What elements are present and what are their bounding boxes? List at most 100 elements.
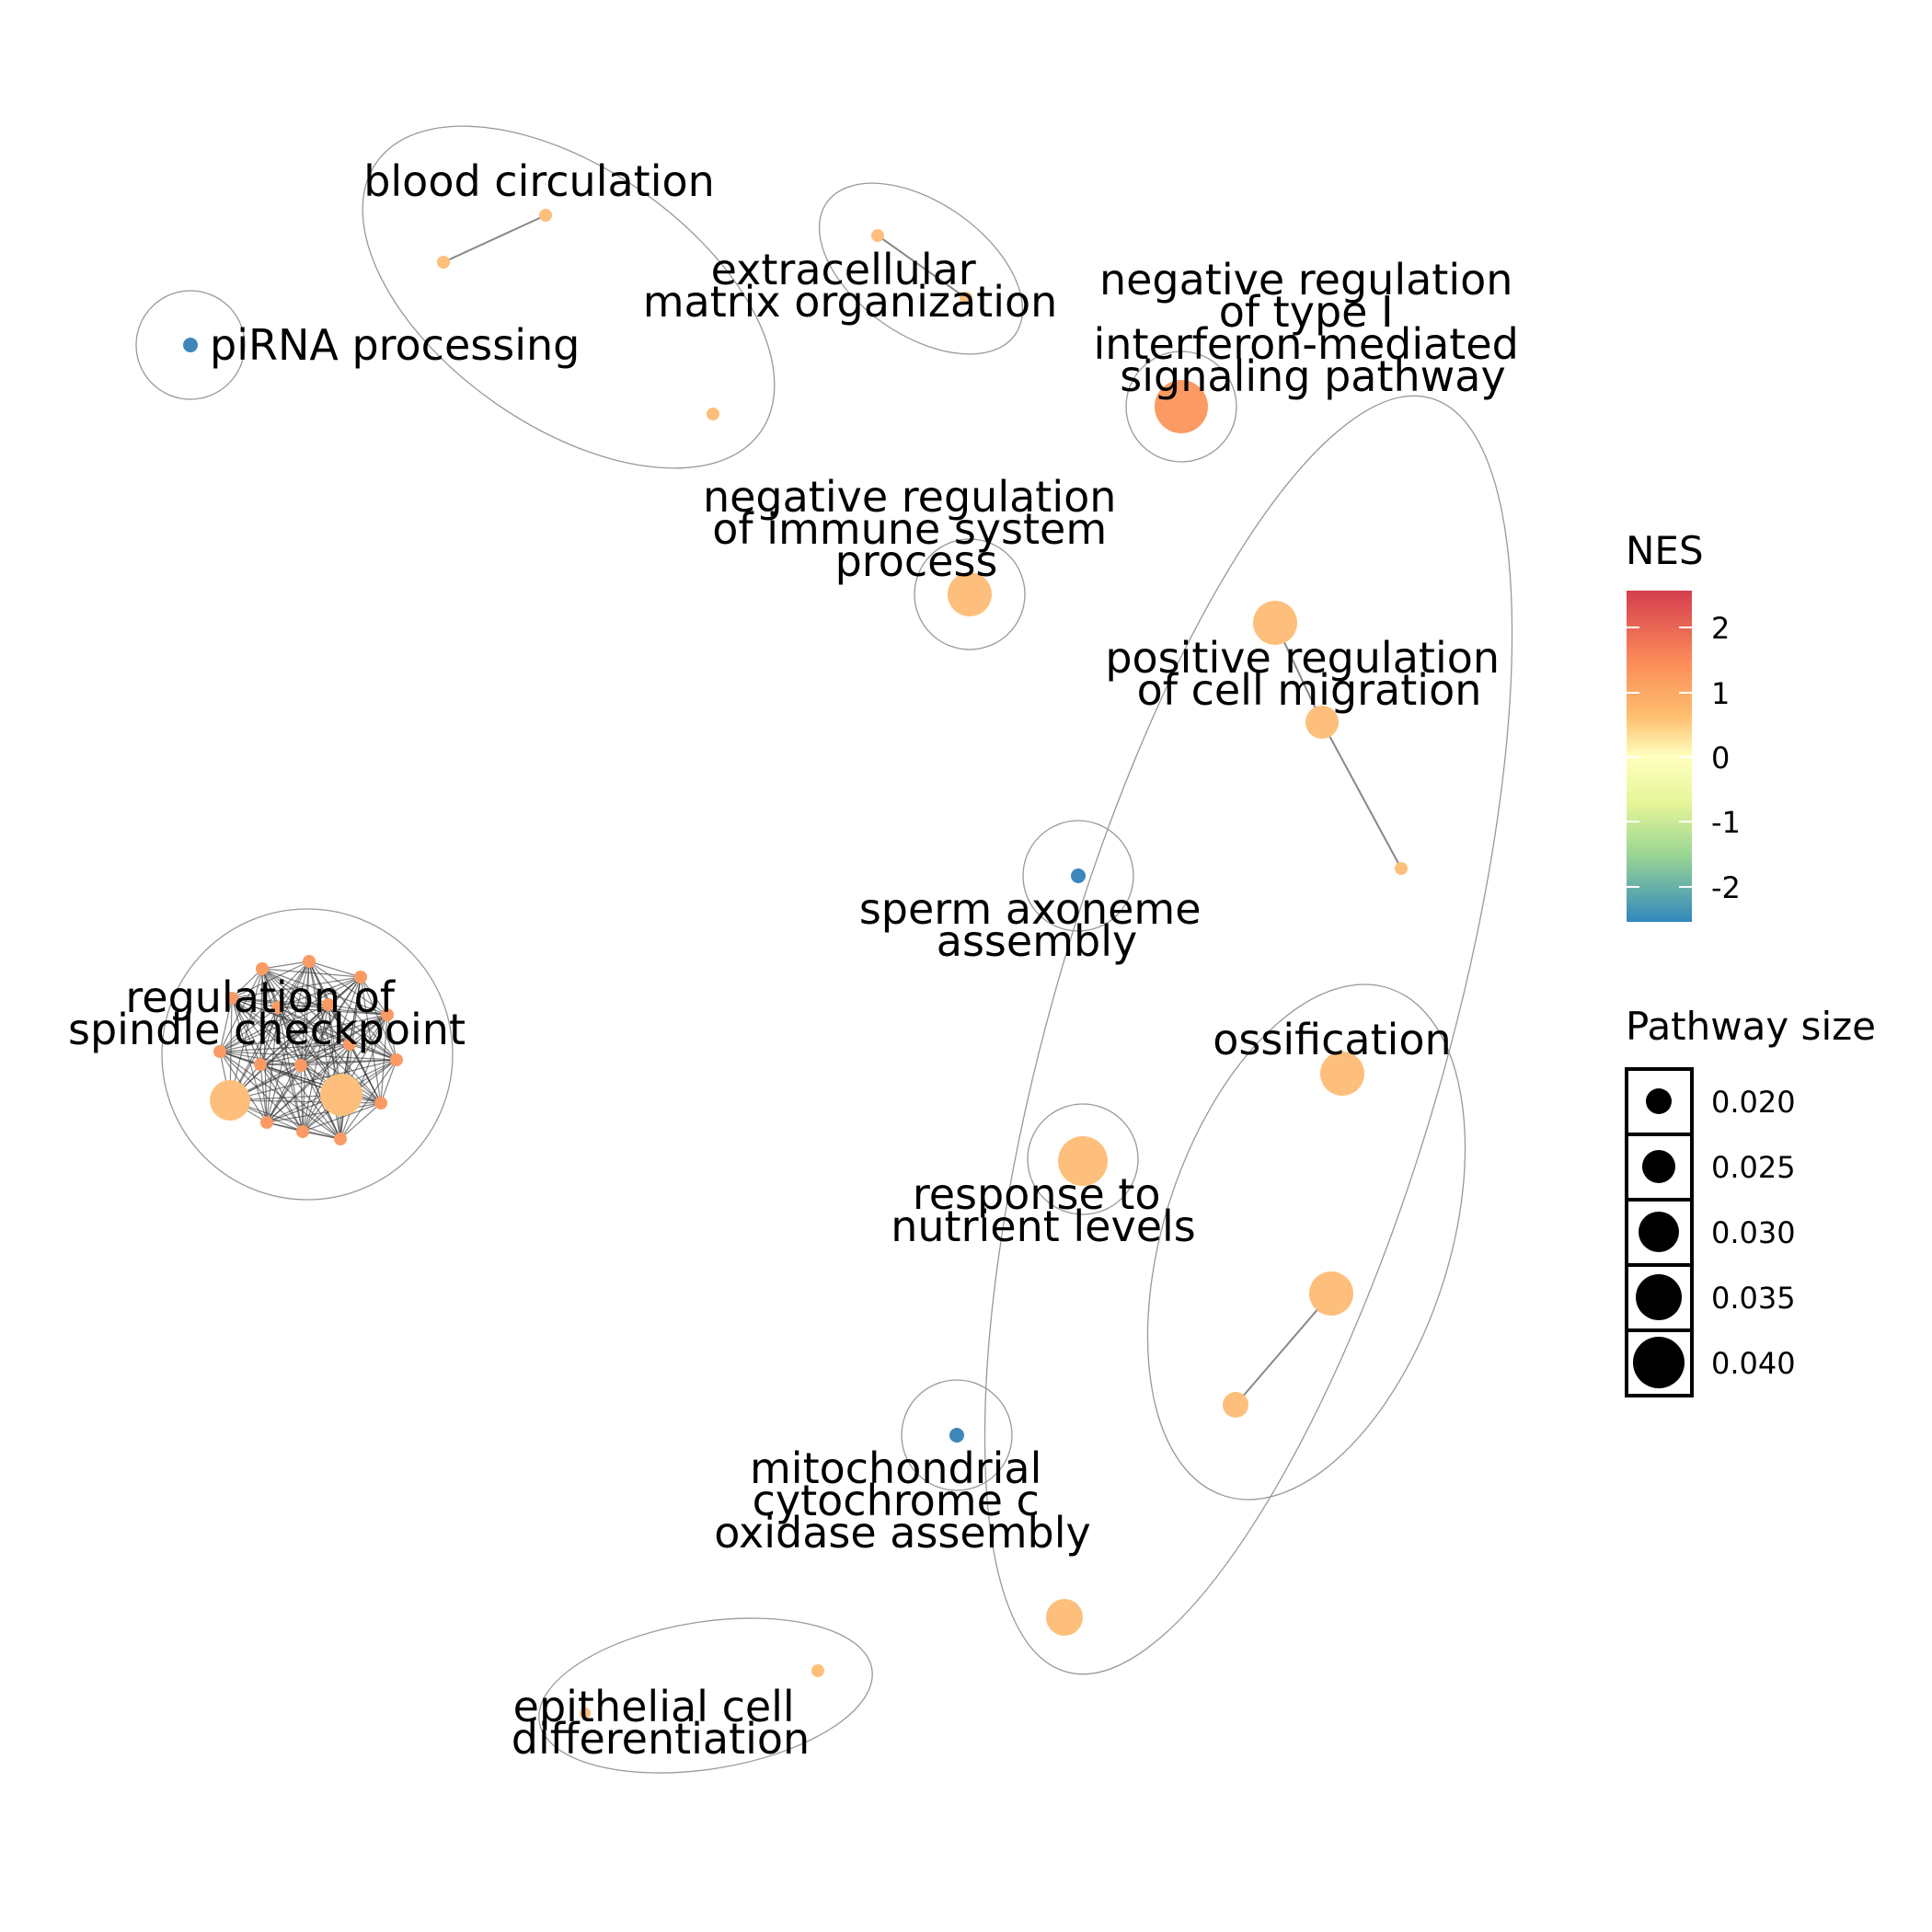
spindle-edge [308,960,362,978]
spindle-node [210,1080,250,1121]
spindle-edge [261,968,342,1096]
size-legend-title: Pathway size [1626,1004,1876,1049]
label-line: mitochondrial [750,1443,1041,1493]
spindle-node [390,1053,403,1066]
spindle-node [334,1133,347,1145]
node-pirna [183,338,198,352]
spindle-edge [277,1006,388,1016]
spindle-edge [219,960,310,1052]
node-migration-2 [1305,706,1339,739]
spindle-edge [231,997,397,1061]
label-nutrient-levels: response to nutrient levels [891,1169,1196,1251]
spindle-edge [266,1014,388,1123]
node-nutrient [1058,1136,1108,1186]
label-line: ossification [1213,1015,1451,1064]
edge [1321,721,1402,869]
spindle-node [343,1038,356,1051]
label-sperm-axoneme: sperm axoneme assembly [859,884,1214,966]
spindle-node [213,1045,226,1058]
label-line: blood circulation [363,156,715,206]
spindle-node [303,955,316,968]
label-line: signaling pathway [1120,351,1505,401]
spindle-node [354,971,367,983]
spindle-edge [277,1006,382,1104]
spindle-node [294,1059,307,1072]
nes-legend-title: NES [1626,528,1704,573]
hull-spindle [161,908,454,1201]
spindle-edge [349,1043,382,1104]
hull-cell-migration [983,395,1513,1675]
hull-blood-circulation [362,125,776,469]
size-tick-labels: 0.020 0.025 0.030 0.035 0.040 [1711,1085,1796,1381]
spindle-edge [266,1043,351,1123]
node-mitochondrial [949,1428,964,1443]
node-ossification-3 [1223,1392,1248,1418]
node-migration-4 [1046,1599,1083,1636]
label-extracellular-matrix: extracellular matrix organization [643,245,1058,327]
cluster-hulls [135,125,1513,1774]
edge [443,214,546,263]
spindle-edge [277,1006,397,1061]
node-ossification-1 [1320,1052,1364,1096]
label-blood-circulation: blood circulation [363,156,715,206]
spindle-edge [380,1059,397,1104]
label-line: piRNA processing [210,320,580,370]
spindle-network-nodes [210,955,403,1145]
label-line: response to [913,1169,1161,1219]
hull-extracellular-matrix [818,182,1024,355]
label-interferon: negative regulation of type I interferon… [1094,255,1533,401]
label-line: differentiation [512,1714,810,1764]
label-line: of type I [1219,287,1394,337]
node-ossification-2 [1309,1271,1353,1316]
spindle-edge [300,1059,397,1066]
nes-tick-label: -1 [1711,805,1741,840]
spindle-edge [219,1051,397,1061]
size-key-dot [1639,1212,1679,1252]
node-blood-2 [539,209,552,222]
hull-mitochondrial [901,1379,1013,1491]
spindle-edge [259,1014,388,1065]
spindle-edge [261,960,310,970]
label-epithelial: epithelial cell differentiation [512,1682,810,1764]
spindle-node [381,1008,394,1021]
label-immune-system: negative regulation of immune system pro… [703,472,1130,586]
hull-epithelial [538,1617,873,1774]
spindle-node [296,1125,309,1138]
spindle-edge [339,1059,397,1140]
hull-immune [914,538,1026,650]
nes-tick-label: 0 [1711,741,1730,776]
size-key-dot [1642,1150,1675,1183]
spindle-edge [349,1043,397,1061]
spindle-edge [302,1004,329,1133]
spindle-edge [259,960,310,1065]
spindle-edge [277,1006,351,1045]
label-pirna-processing: piRNA processing [210,320,580,370]
spindle-edge [360,976,382,1104]
hull-pirna [135,290,246,400]
spindle-edge [231,997,388,1016]
spindle-edge [277,1004,329,1008]
spindle-edge [300,1064,304,1133]
label-line: nutrient levels [891,1202,1196,1251]
label-ossification: ossification [1213,1015,1451,1064]
spindle-edge [266,960,310,1123]
nes-tick-label: 2 [1711,611,1730,646]
label-line: negative regulation [1099,255,1512,305]
hull-ossification [1146,983,1466,1501]
spindle-edge [259,1043,351,1065]
node-epithelial-1 [811,1664,824,1677]
spindle-edge [259,1006,279,1065]
hull-sperm-axoneme [1022,820,1134,932]
spindle-edge [231,997,342,1096]
spindle-node [260,1116,273,1129]
spindle-node [225,992,238,1005]
spindle-edge [229,1059,397,1101]
node-blood-3 [707,408,719,420]
size-legend: Pathway size 0.020 0.025 0.030 0.035 0.0… [1625,1004,1876,1397]
label-line: regulation of [125,972,396,1022]
spindle-edge [277,960,310,1008]
spindle-node [322,998,335,1011]
spindle-edge [229,968,263,1101]
spindle-edge [339,1102,382,1140]
